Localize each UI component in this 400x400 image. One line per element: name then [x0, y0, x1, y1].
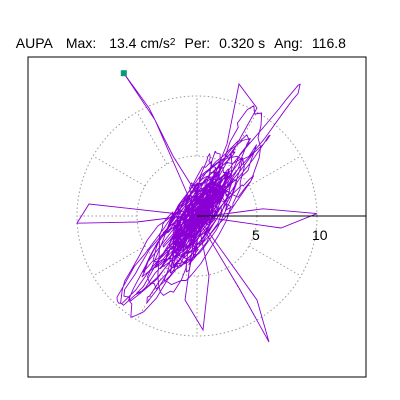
grid-spoke-150 [92, 155, 146, 187]
per-label: Per: [184, 35, 211, 51]
max-exponent: 2 [169, 37, 176, 48]
motion-excursion-1 [196, 82, 258, 217]
motion-trace [76, 72, 318, 343]
ring-label-10: 10 [312, 227, 328, 243]
motion-excursion-0 [123, 72, 204, 217]
ang-value: 116.8 [311, 35, 346, 51]
station-label: AUPA [15, 35, 53, 51]
motion-excursion-4 [196, 215, 270, 343]
motion-excursion-2 [196, 208, 318, 229]
ring-labels: 5 10 [252, 227, 328, 243]
max-point-marker [120, 70, 127, 77]
grid-spoke-330 [248, 245, 302, 277]
header-bar: AUPA Max: 13.4 cm/s2 Per: 0.320 s Ang: 116.8 [8, 19, 346, 54]
max-marker-group [120, 70, 127, 77]
motion-trace-path [116, 83, 301, 318]
per-value: 0.320 s [219, 35, 266, 51]
grid-spoke-30 [248, 155, 302, 187]
ring-label-5: 5 [252, 227, 260, 243]
max-label: Max: [65, 35, 97, 51]
motion-excursion-3 [76, 203, 198, 224]
max-value: 13.4 cm/s [109, 35, 170, 51]
grid-spoke-210 [92, 245, 146, 277]
motion-excursion-5 [184, 215, 210, 332]
ang-label: Ang: [274, 35, 303, 51]
plot-frame [27, 56, 367, 378]
